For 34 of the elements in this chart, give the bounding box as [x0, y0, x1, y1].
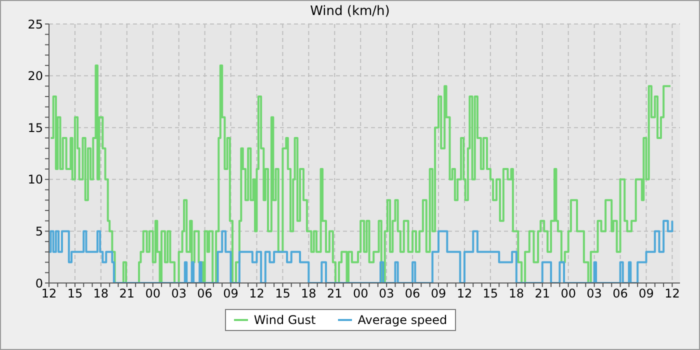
x-tick-label: 03: [586, 286, 602, 301]
x-tick-label: 15: [482, 286, 498, 301]
y-tick-label: 25: [28, 17, 43, 32]
x-tick-label: 06: [404, 286, 420, 301]
x-tick-label: 03: [378, 286, 394, 301]
x-tick-label: 12: [249, 286, 264, 301]
x-tick-label: 09: [638, 286, 654, 301]
x-tick-label: 21: [119, 286, 135, 301]
legend-label: Average speed: [356, 313, 448, 327]
y-tick-label: 10: [28, 172, 43, 187]
x-tick-label: 18: [508, 286, 524, 301]
x-tick-label: 06: [612, 286, 628, 301]
legend-label: Wind Gust: [252, 313, 316, 327]
chart-title: Wind (km/h): [309, 4, 391, 19]
x-tick-label: 09: [223, 286, 238, 301]
x-tick-label: 21: [534, 286, 550, 301]
x-tick-label: 15: [67, 286, 83, 301]
y-tick-label: 0: [35, 276, 43, 290]
y-tick-label: 20: [28, 69, 43, 84]
x-tick-label: 15: [275, 286, 290, 301]
x-tick-label: 12: [41, 286, 57, 301]
x-tick-label: 18: [93, 286, 109, 301]
x-tick-label: 03: [171, 286, 186, 301]
x-tick-label: 21: [326, 286, 342, 301]
x-tick-label: 12: [664, 286, 680, 301]
x-tick-label: 06: [197, 286, 212, 301]
x-tick-label: 00: [145, 286, 161, 301]
x-tick-label: 00: [560, 286, 576, 301]
x-tick-label: 09: [430, 286, 446, 301]
x-tick-label: 18: [301, 286, 316, 301]
y-tick-label: 15: [28, 120, 43, 135]
x-tick-label: 00: [352, 286, 368, 301]
y-tick-label: 5: [35, 224, 43, 238]
x-tick-label: 12: [456, 286, 472, 301]
